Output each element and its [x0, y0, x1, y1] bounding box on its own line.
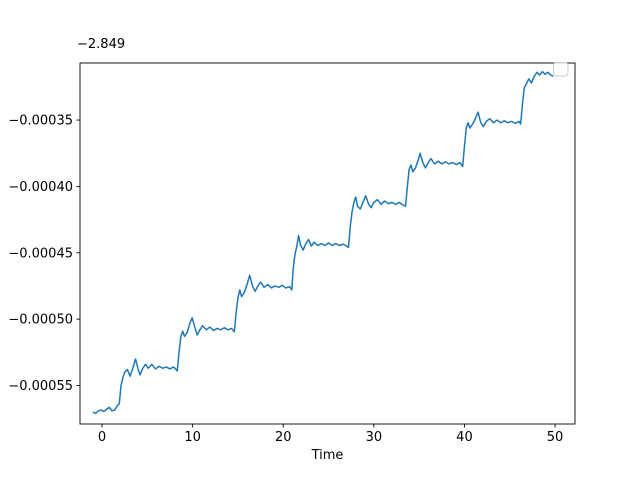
plot-frame [79, 62, 576, 425]
y-axis-offset-label: −2.849 [77, 37, 126, 52]
legend-frame [553, 62, 569, 77]
legend-box [553, 62, 569, 77]
x-tick-label: 20 [275, 430, 292, 445]
y-tick-label: −0.00055 [8, 379, 73, 394]
axes-frame [79, 62, 576, 425]
y-tick-label: −0.00035 [8, 114, 73, 129]
y-tick-label: −0.00050 [8, 313, 73, 328]
x-axis-title: Time [311, 448, 344, 463]
axis-tick-labels: 0 10 20 30 40 50 −0.00055 −0.00050 −0.00045 −0.00… [8, 114, 563, 445]
x-tick-label: 0 [98, 430, 106, 445]
axis-ticks [76, 119, 556, 428]
y-tick-label: −0.00045 [8, 246, 73, 261]
x-tick-label: 40 [456, 430, 473, 445]
x-tick-label: 50 [547, 430, 564, 445]
y-tick-label: −0.00040 [8, 180, 73, 195]
data-series [92, 70, 554, 415]
x-tick-label: 10 [184, 430, 201, 445]
x-tick-label: 30 [366, 430, 383, 445]
series-line [92, 70, 554, 415]
